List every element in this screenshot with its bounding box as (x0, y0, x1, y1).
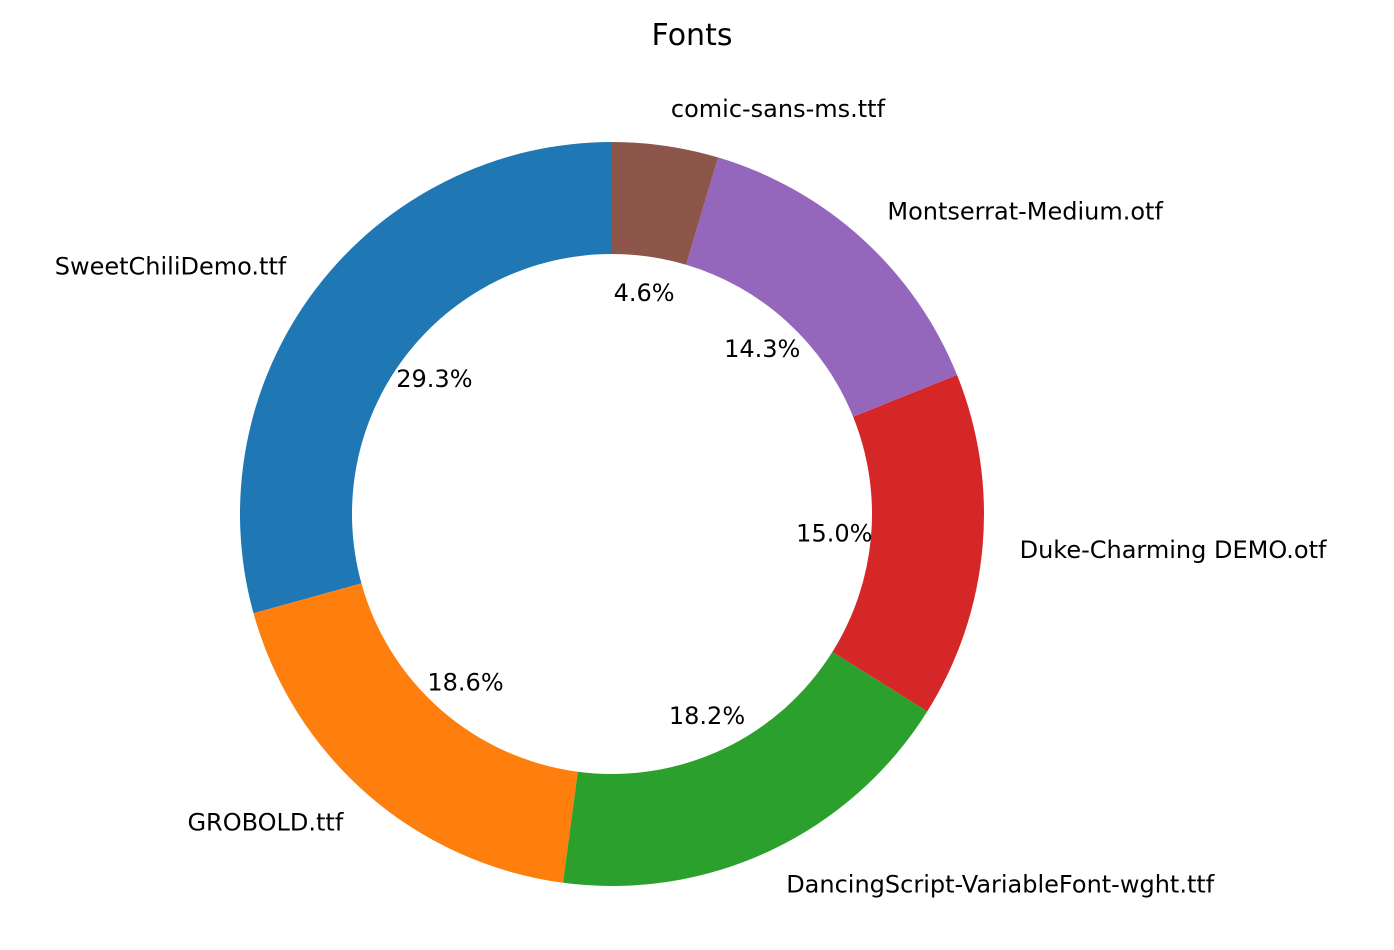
slice-pct-label: 18.2% (669, 702, 745, 730)
slice-pct-label: 29.3% (396, 365, 472, 393)
slice-comic-sans-ms-ttf (612, 142, 719, 265)
slice-pct-label: 15.0% (796, 520, 872, 548)
slice-category-label: DancingScript-VariableFont-wght.ttf (786, 870, 1215, 898)
chart-title: Fonts (652, 18, 733, 53)
slice-category-label: comic-sans-ms.ttf (671, 95, 886, 123)
slice-category-label: Duke-Charming DEMO.otf (1020, 536, 1327, 564)
slice-dancingscript-variablefont-wght-ttf (563, 651, 928, 886)
slice-grobold-ttf (253, 583, 578, 883)
slices-layer (239, 142, 984, 886)
slice-category-label: GROBOLD.ttf (187, 809, 343, 837)
slice-montserrat-medium-otf (686, 157, 958, 417)
slice-category-label: Montserrat-Medium.otf (887, 197, 1163, 225)
slice-pct-label: 14.3% (724, 335, 800, 363)
slice-pct-label: 18.6% (427, 668, 503, 696)
labels-layer: 29.3% SweetChiliDemo.ttf 18.6% GROBOLD.ttf 1… (55, 95, 1327, 898)
slice-duke-charming-demo-otf (832, 374, 984, 712)
slice-pct-label: 4.6% (614, 279, 675, 307)
slice-category-label: SweetChiliDemo.ttf (55, 252, 287, 280)
slice-sweetchilidemo-ttf (239, 142, 612, 614)
